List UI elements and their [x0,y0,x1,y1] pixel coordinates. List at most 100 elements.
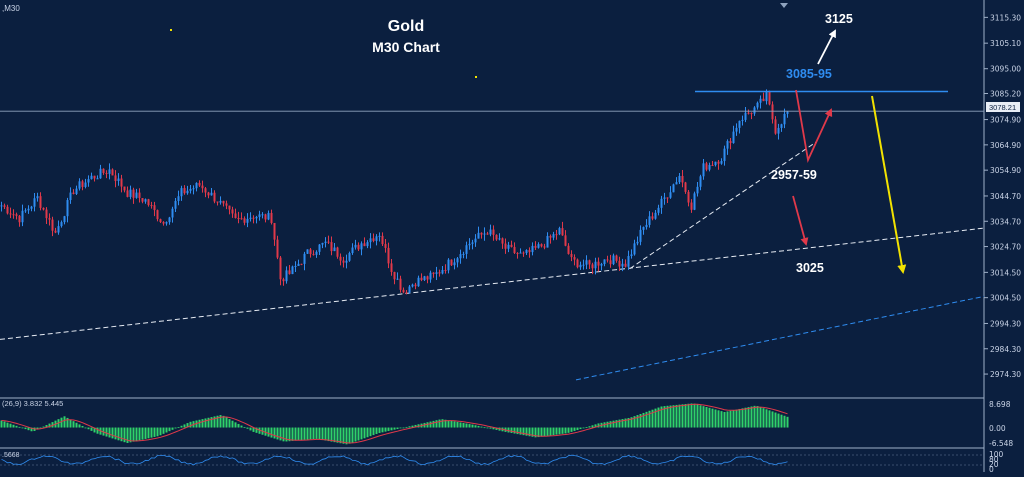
candle-body [579,264,582,268]
candle-body [321,242,324,245]
macd-bar [138,427,141,441]
price-tick-label: 3074.90 [990,116,1021,125]
macd-bar [273,427,276,439]
macd-bar [396,427,399,429]
macd-bar [747,407,750,428]
candle-body [480,232,483,235]
candle-body [549,235,552,238]
macd-bar [570,427,573,432]
macd-bar [513,427,516,434]
candle-body [672,184,675,193]
macd-bar [108,427,111,438]
macd-bar [477,425,480,428]
macd-bar [573,427,576,431]
macd-bar [141,427,144,440]
candle-body [564,235,567,246]
candle-body [597,261,600,266]
macd-bar [405,426,408,428]
macd-bar [669,405,672,428]
candle-body [126,190,129,197]
candle-body [6,206,9,214]
candle-body [387,247,390,264]
candle-body [435,272,438,274]
candle-body [660,198,663,208]
candle-body [294,265,297,267]
candle-body [450,259,453,266]
candle-body [114,175,117,182]
macd-bar [486,427,489,429]
macd-bar [711,408,714,428]
macd-bar [24,427,27,430]
macd-bar [117,427,120,441]
candle-body [576,259,579,268]
candle-body [249,217,252,219]
macd-bar [171,427,174,430]
candle-body [270,212,273,223]
candle-body [420,277,423,281]
candle-body [255,216,258,219]
macd-bar [267,427,270,437]
candle-body [495,234,498,240]
annotation-support-1: 2957-59 [771,168,817,182]
macd-bar [363,427,366,439]
candle-body [273,222,276,240]
macd-bar [651,409,654,428]
macd-bar [657,407,660,428]
macd-bar [177,427,180,428]
candle-body [258,214,261,217]
candle-body [324,241,327,243]
candle-body [87,179,90,183]
candle-body [384,244,387,248]
macd-bar [303,427,306,440]
macd-bar [438,419,441,428]
macd-bar [9,423,12,428]
macd-bar [468,424,471,428]
candle-body [756,102,759,108]
macd-bar [507,427,510,433]
candle-body [582,264,585,266]
macd-bar [585,427,588,428]
candle-body [453,262,456,266]
macd-label: (26,9) 3.832 5.445 [2,399,63,408]
candle-body [0,205,3,207]
candle-body [399,278,402,290]
macd-bar [633,416,636,428]
macd-bar [243,427,246,428]
macd-bar [87,427,90,430]
candle-body [192,188,195,190]
candle-body [444,269,447,271]
macd-bar [408,426,411,428]
candle-body [15,214,18,216]
macd-bar [144,427,147,439]
macd-bar [462,422,465,428]
candle-body [336,247,339,257]
macd-bar [429,421,432,428]
macd-bar [84,427,87,429]
macd-bar [45,425,48,428]
macd-bar [681,404,684,428]
macd-bar [588,426,591,428]
macd-bar [636,415,639,428]
candle-body [468,243,471,246]
candle-body [171,208,174,218]
macd-bar [129,427,132,443]
candle-body [96,178,99,180]
candle-body [696,186,699,194]
macd-bar [411,425,414,428]
candle-body [462,253,465,255]
trendline [629,141,817,269]
candle-body [156,210,159,220]
candle-body [675,182,678,185]
macd-bar [522,427,525,436]
price-tick-label: 3105.10 [990,39,1021,48]
candle-body [225,203,228,206]
macd-bar [321,427,324,440]
macd-bar [216,415,219,428]
macd-bar [708,407,711,428]
price-tick-label: 3034.70 [990,217,1021,226]
macd-bar [456,421,459,428]
candle-body [366,242,369,247]
candle-body [375,236,378,241]
macd-bar [450,420,453,428]
